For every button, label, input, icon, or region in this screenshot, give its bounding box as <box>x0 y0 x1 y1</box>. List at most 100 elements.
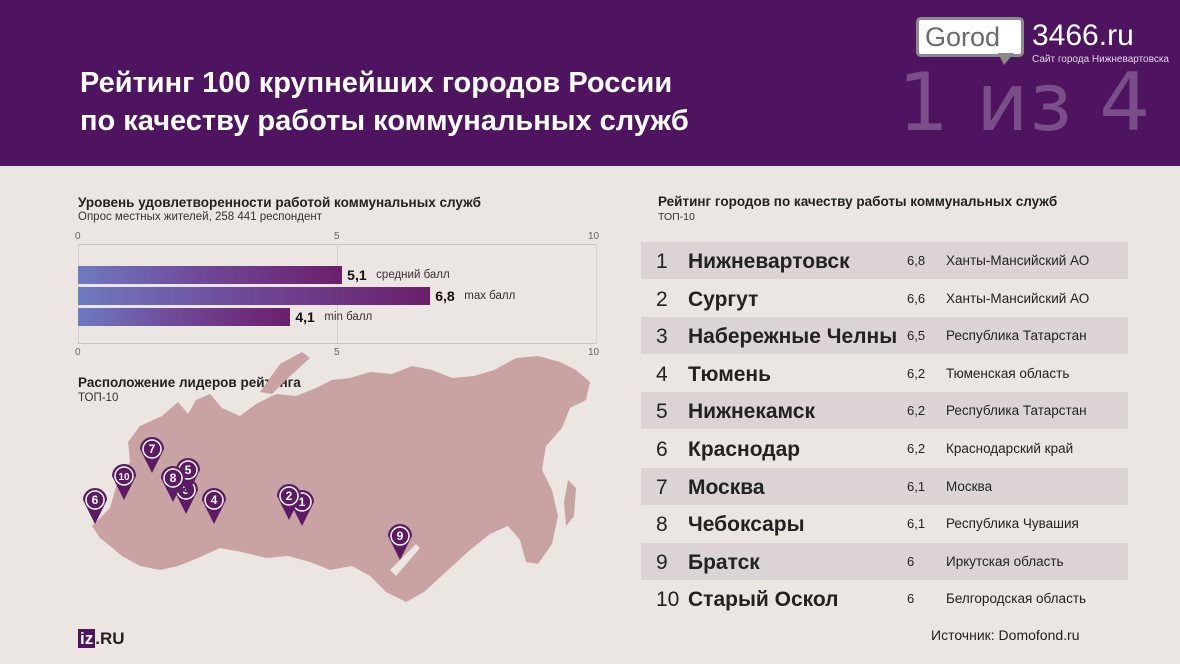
rank-region: Ханты-Мансийский АО <box>946 253 1090 268</box>
map-pin-label: 6 <box>92 493 99 507</box>
map-pin-label: 4 <box>211 493 218 507</box>
rank-number: 5 <box>656 400 668 424</box>
iz-brand-logo[interactable]: iz .RU <box>78 629 125 649</box>
ranking-row: 10 Старый Оскол 6 Белгородская область <box>641 580 1128 617</box>
rank-number: 2 <box>656 287 668 311</box>
map-pin-marker <box>202 488 226 524</box>
iz-box: iz <box>78 629 96 648</box>
map-pin-ring <box>114 466 134 486</box>
rank-score: 6,6 <box>907 290 926 306</box>
rank-city: Братск <box>688 550 760 574</box>
ranking-row: 9 Братск 6 Иркутская область <box>641 542 1128 580</box>
ranking-row: 5 Нижнекамск 6,2 Республика Татарстан <box>641 392 1128 430</box>
rank-number: 3 <box>656 325 668 349</box>
title-line-1: Рейтинг 100 крупнейших городов России <box>80 67 673 99</box>
page-title: Рейтинг 100 крупнейших городов России по… <box>80 64 800 140</box>
ranking-row: 7 Москва 6,1 Москва <box>641 467 1128 505</box>
rank-score: 6 <box>907 591 915 607</box>
lake-baikal <box>390 544 420 576</box>
axis-bottom-line <box>78 343 596 344</box>
map-pin-label: 8 <box>170 471 177 485</box>
map-pin-label: 5 <box>185 463 192 477</box>
rank-region: Тюменская область <box>946 365 1070 381</box>
rank-number: 4 <box>656 362 668 386</box>
bar-value-label: 5,1 <box>347 267 367 283</box>
sakhalin-shape <box>564 480 576 526</box>
rank-city: Старый Оскол <box>688 588 839 612</box>
rank-city: Набережные Челны <box>688 325 898 349</box>
map-pin-marker <box>388 524 412 560</box>
map-pin-ring <box>85 490 105 510</box>
rank-city: Москва <box>688 475 765 499</box>
map-pin-label: 2 <box>286 489 293 503</box>
rank-number: 9 <box>656 550 668 574</box>
map-pin-marker <box>83 488 107 524</box>
russia-map: 12345678910 <box>83 352 590 602</box>
rank-score: 6,1 <box>907 478 926 494</box>
rank-city: Нижневартовск <box>688 250 850 273</box>
rank-city: Тюмень <box>688 362 772 386</box>
rank-number: 7 <box>656 475 668 499</box>
map-pin-marker <box>140 437 164 473</box>
axis-tick-label-bottom: 10 <box>588 347 600 358</box>
map-pin-ring <box>142 439 162 459</box>
header-banner: Рейтинг 100 крупнейших городов России по… <box>0 0 1180 166</box>
russia-map-shape <box>92 356 590 602</box>
rank-city: Чебоксары <box>688 513 805 537</box>
map-pin-label: 10 <box>118 472 130 483</box>
rank-region: Республика Чувашия <box>946 516 1079 532</box>
map-pin-7[interactable]: 7 <box>140 437 164 473</box>
ranking-subtitle: ТОП-10 <box>658 211 695 223</box>
source-note: Источник: Domofond.ru <box>931 627 1080 643</box>
logo-number: 3466.ru <box>1032 19 1134 52</box>
satisfaction-title: Уровень удовлетворенности работой коммун… <box>78 195 481 210</box>
axis-tick-label-bottom: 5 <box>334 347 340 358</box>
map-pins: 12345678910 <box>83 437 412 560</box>
rank-score: 6 <box>907 553 915 569</box>
map-pin-9[interactable]: 9 <box>388 524 412 560</box>
ranking-row: 6 Краснодар 6,2 Краснодарский край <box>641 430 1128 467</box>
gridline <box>596 244 597 343</box>
map-pin-ring <box>163 468 183 488</box>
map-title: Расположение лидеров рейтинга <box>78 375 301 390</box>
rank-score: 6,1 <box>907 516 926 532</box>
ranking-row: 4 Тюмень 6,2 Тюменская область <box>641 355 1128 392</box>
rank-region: Республика Татарстан <box>946 403 1087 419</box>
logo-name: Gorod <box>916 17 1024 57</box>
map-pin-marker <box>112 464 136 500</box>
axis-tick-label-top: 0 <box>75 231 81 242</box>
rank-city: Нижнекамск <box>688 400 815 424</box>
map-pin-10[interactable]: 10 <box>112 464 136 500</box>
rank-region: Республика Татарстан <box>946 328 1087 344</box>
map-pin-ring <box>279 486 299 506</box>
map-pin-8[interactable]: 8 <box>161 466 185 502</box>
rank-region: Москва <box>946 478 993 494</box>
bar-category-label: max балл <box>464 290 516 302</box>
ranking-row: 3 Набережные Челны 6,5 Республика Татарстан <box>641 317 1128 355</box>
map-pin-label: 9 <box>397 529 404 543</box>
map-pin-4[interactable]: 4 <box>202 488 226 524</box>
rank-region: Иркутская область <box>946 553 1064 569</box>
rank-score: 6,2 <box>907 365 926 381</box>
map-pin-2[interactable]: 2 <box>277 484 301 520</box>
rank-score: 6,8 <box>907 253 926 268</box>
axis-tick-label-top: 10 <box>588 231 600 242</box>
map-pin-marker <box>277 484 301 520</box>
rank-region: Краснодарский край <box>946 441 1074 456</box>
map-pin-label: 1 <box>299 495 306 509</box>
map-pin-marker <box>161 466 185 502</box>
bar-2 <box>78 308 291 326</box>
bar-value-label: 4,1 <box>295 309 315 325</box>
novaya-zemlya-shape <box>260 352 310 394</box>
map-pin-6[interactable]: 6 <box>83 488 107 524</box>
ranking-row: 8 Чебоксары 6,1 Республика Чувашия <box>641 505 1128 542</box>
rank-score: 6,5 <box>907 328 926 344</box>
axis-tick-label-top: 5 <box>334 231 340 242</box>
map-pin-ring <box>204 490 224 510</box>
rank-number: 6 <box>656 438 668 461</box>
axis-tick-label-bottom: 0 <box>75 347 81 358</box>
map-pin-label: 7 <box>149 442 156 456</box>
rank-region: Ханты-Мансийский АО <box>946 290 1090 306</box>
bar-0 <box>78 266 343 284</box>
satisfaction-subtitle: Опрос местных жителей, 258 441 респонден… <box>78 211 322 223</box>
